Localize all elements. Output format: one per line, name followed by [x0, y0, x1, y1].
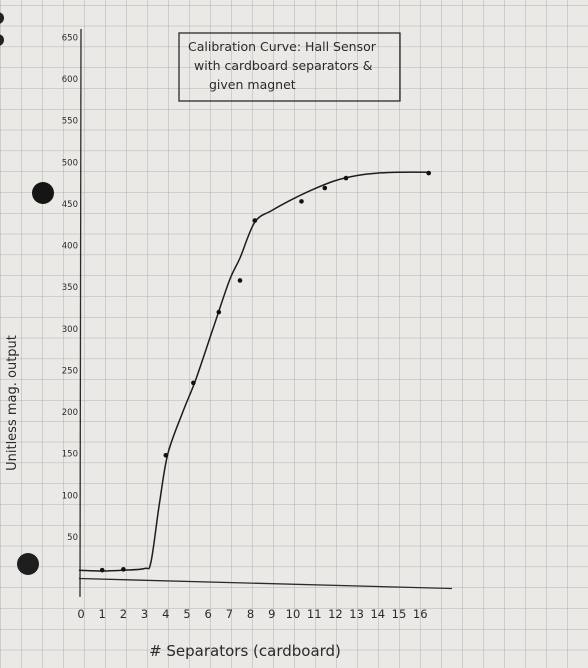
- binder-hole: [17, 553, 39, 575]
- y-tick-label: 550: [62, 117, 78, 127]
- x-axis-line: [78, 577, 453, 590]
- x-tick-label: 7: [226, 607, 233, 621]
- x-tick-label: 5: [183, 607, 190, 621]
- binder-hole: [0, 34, 4, 46]
- binder-holes: [0, 12, 54, 575]
- fitted-curve: [78, 171, 431, 572]
- title-line-2: with cardboard separators &: [194, 58, 373, 73]
- data-point: [299, 199, 304, 204]
- y-tick-label: 50: [67, 533, 78, 543]
- data-point: [322, 185, 328, 191]
- x-tick-label: 1: [99, 607, 106, 621]
- data-point: [216, 309, 222, 315]
- y-tick-labels: 50 100 150 200 250 300 350 400 450 500 550 600 650: [62, 33, 78, 543]
- data-points: [99, 170, 431, 573]
- x-tick-label: 10: [286, 607, 301, 621]
- title-box: Calibration Curve: Hall Sensor with card…: [178, 32, 401, 102]
- data-point: [343, 175, 349, 181]
- data-point: [252, 218, 258, 223]
- y-axis-label: Unitless mag. output: [5, 335, 20, 471]
- x-axis-label: # Separators (cardboard): [149, 642, 341, 660]
- x-tick-label: 0: [77, 607, 84, 621]
- data-point: [99, 567, 105, 573]
- data-point: [163, 452, 169, 458]
- y-tick-label: 250: [62, 366, 78, 376]
- x-tick-labels: 0 1 2 3 4 5 6 7 8 9 10 11 12 13 14 15 16: [77, 607, 427, 621]
- x-tick-label: 4: [162, 607, 169, 621]
- x-tick-label: 15: [392, 607, 407, 621]
- binder-hole: [32, 182, 54, 204]
- title-line-3: given magnet: [209, 77, 296, 92]
- y-tick-label: 300: [62, 325, 78, 335]
- y-axis-line: [79, 29, 82, 597]
- axes: [78, 29, 453, 597]
- x-tick-label: 13: [349, 607, 364, 621]
- y-tick-label: 500: [62, 158, 78, 168]
- x-tick-label: 16: [413, 607, 428, 621]
- title-line-1: Calibration Curve: Hall Sensor: [188, 39, 377, 54]
- y-tick-label: 200: [62, 408, 78, 418]
- y-tick-label: 650: [62, 33, 78, 43]
- binder-hole: [0, 12, 4, 24]
- x-tick-label: 3: [141, 607, 148, 621]
- x-tick-label: 11: [307, 607, 322, 621]
- x-tick-label: 14: [370, 607, 385, 621]
- data-point: [426, 170, 431, 176]
- y-tick-label: 400: [62, 242, 78, 252]
- data-point: [237, 278, 243, 283]
- data-point: [191, 380, 196, 386]
- title-frame: [178, 32, 401, 102]
- y-tick-label: 450: [62, 200, 78, 210]
- x-tick-label: 2: [120, 607, 127, 621]
- x-tick-label: 6: [205, 607, 212, 621]
- y-tick-label: 600: [62, 75, 78, 85]
- y-tick-label: 100: [62, 491, 78, 501]
- data-point: [121, 567, 126, 572]
- x-tick-label: 9: [268, 607, 275, 621]
- y-tick-label: 150: [62, 450, 78, 460]
- x-tick-label: 12: [328, 607, 343, 621]
- y-tick-label: 350: [62, 283, 78, 293]
- x-tick-label: 8: [247, 607, 254, 621]
